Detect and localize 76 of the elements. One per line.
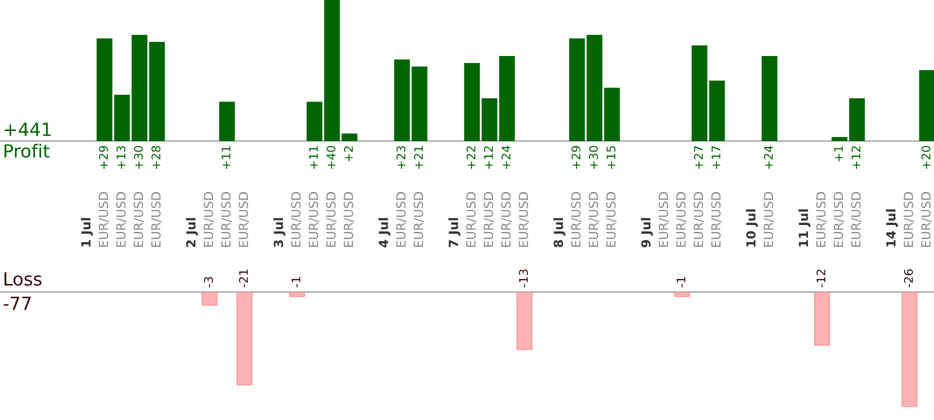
x-tick-label: EUR/USD	[151, 192, 162, 247]
x-tick-label: EUR/USD	[484, 192, 494, 247]
data-label: +29	[98, 146, 108, 169]
data-label: +27	[694, 146, 703, 169]
data-label: +12	[851, 146, 860, 169]
bar	[762, 56, 778, 141]
x-tick-label: 1 Jul	[80, 218, 93, 247]
x-tick-label: EUR/USD	[221, 192, 232, 247]
data-label: +15	[606, 146, 616, 169]
data-label: -21	[238, 270, 248, 288]
x-tick-label: 9 Jul	[640, 218, 653, 248]
data-label: +2	[344, 146, 353, 162]
x-tick-label: EUR/USD	[694, 192, 704, 247]
data-label: -26	[904, 269, 913, 288]
data-label: +28	[151, 146, 160, 169]
data-label: +40	[326, 146, 336, 169]
data-label: +17	[712, 146, 720, 169]
data-label: +11	[309, 146, 318, 169]
text: Loss	[4, 272, 42, 286]
x-tick-label: 4 Jul	[378, 218, 390, 248]
bar	[219, 102, 235, 141]
x-tick-label: EUR/USD	[658, 192, 670, 247]
x-tick-label: EUR/USD	[711, 192, 722, 247]
x-tick-label: EUR/USD	[134, 192, 144, 247]
x-tick-label: EUR/USD	[571, 192, 582, 247]
data-label: -3	[204, 277, 213, 288]
data-label: +23	[396, 146, 406, 169]
data-label: +13	[116, 146, 126, 169]
data-label: -13	[518, 269, 528, 288]
x-tick-label: EUR/USD	[291, 192, 302, 247]
x-tick-label: 8 Jul	[553, 218, 566, 248]
x-tick-label: EUR/USD	[501, 192, 512, 247]
x-tick-label: EUR/USD	[98, 192, 110, 247]
x-tick-label: EUR/USD	[116, 192, 127, 247]
bar	[919, 70, 934, 141]
data-label: -1	[292, 277, 300, 288]
x-tick-label: EUR/USD	[588, 192, 600, 247]
data-label: +30	[134, 146, 143, 169]
data-label: +12	[484, 146, 493, 169]
x-tick-label: 10 Jul	[746, 209, 758, 247]
x-tick-label: EUR/USD	[204, 192, 214, 247]
data-label: -1	[676, 277, 686, 288]
x-tick-label: EUR/USD	[676, 192, 687, 247]
data-label: -12	[816, 270, 826, 288]
x-tick-label: EUR/USD	[414, 192, 424, 247]
x-tick-label: EUR/USD	[326, 192, 337, 247]
data-label: +24	[501, 146, 510, 169]
data-label: +20	[921, 146, 930, 169]
text: -77	[4, 296, 31, 310]
x-tick-label: EUR/USD	[921, 192, 932, 247]
data-label: +22	[466, 146, 476, 169]
x-tick-label: EUR/USD	[238, 192, 250, 247]
x-tick-label: EUR/USD	[518, 192, 530, 247]
data-label: +11	[222, 146, 230, 169]
text: Profit	[4, 144, 50, 158]
x-tick-label: EUR/USD	[904, 192, 914, 247]
x-tick-label: 11 Jul	[798, 209, 810, 247]
x-tick-label: EUR/USD	[606, 192, 617, 247]
data-label: +24	[764, 146, 773, 169]
x-tick-label: EUR/USD	[396, 192, 407, 247]
x-tick-label: EUR/USD	[466, 192, 477, 247]
x-tick-label: EUR/USD	[764, 192, 774, 247]
x-tick-label: 2 Jul	[186, 218, 198, 247]
x-tick-label: 14 Jul	[886, 209, 898, 247]
x-tick-label: EUR/USD	[834, 192, 844, 247]
x-tick-label: EUR/USD	[851, 192, 862, 247]
data-label: +1	[834, 146, 843, 162]
x-tick-label: 3 Jul	[273, 218, 286, 248]
x-tick-label: 7 Jul	[448, 218, 460, 248]
data-label: +21	[414, 146, 423, 169]
x-tick-label: EUR/USD	[308, 192, 320, 247]
x-tick-label: EUR/USD	[344, 192, 354, 247]
data-label: +29	[571, 146, 580, 169]
text: +441	[4, 122, 51, 136]
x-tick-label: EUR/USD	[816, 192, 827, 247]
data-label: +30	[588, 146, 598, 169]
